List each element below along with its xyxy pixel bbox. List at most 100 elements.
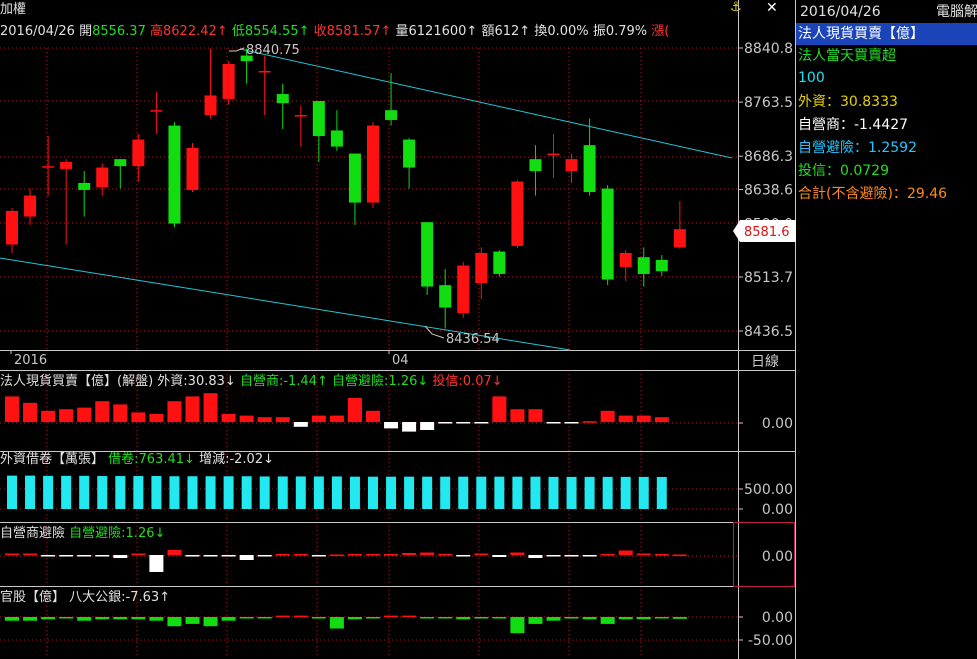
bar: [169, 476, 180, 509]
candle-body: [565, 159, 578, 172]
candle-body: [385, 110, 398, 120]
candle: [330, 110, 343, 151]
index-title: 加權: [0, 2, 27, 17]
daily-label[interactable]: 日線: [751, 354, 779, 370]
bar: [528, 555, 543, 558]
dealer-hedge-bars: [5, 550, 687, 572]
bar: [149, 414, 164, 422]
bar: [476, 476, 487, 509]
info-date: 2016/04/26: [800, 4, 881, 20]
info-trust: 投信：0.0729: [796, 160, 977, 182]
bar: [456, 422, 471, 424]
p2-title: 外資借卷【萬張】 借卷:763.41↓ 增減:-2.02↓: [0, 452, 274, 468]
up-arrow-icon: ↑: [298, 24, 310, 39]
bar: [384, 554, 399, 556]
panel-separators: [0, 0, 796, 659]
bar: [636, 553, 651, 555]
bar: [311, 555, 326, 557]
bar: [672, 617, 687, 619]
candle: [42, 136, 55, 196]
bar: [564, 422, 579, 424]
bar: [492, 396, 507, 422]
candle-body: [673, 229, 686, 248]
info-top-right[interactable]: 電腦解: [936, 4, 977, 20]
current-value: 8581.6: [744, 225, 790, 240]
bar: [149, 617, 164, 621]
candle-body: [439, 285, 452, 308]
p4-bank: 八大公銀:-7.63: [69, 590, 160, 605]
bar: [5, 617, 19, 621]
close-label: 收: [313, 24, 327, 39]
bar: [167, 550, 182, 555]
p4-name: 官股【億】: [0, 590, 66, 605]
candle: [240, 48, 253, 84]
p3-name: 自營商避險: [0, 526, 66, 541]
info-title[interactable]: 法人現貨買賣【億】: [796, 23, 977, 45]
bar: [528, 409, 543, 422]
candle: [655, 255, 668, 277]
bar: [95, 401, 110, 422]
bar: [384, 422, 399, 429]
candle-body: [6, 210, 18, 245]
bar: [295, 476, 306, 509]
bar: [259, 476, 270, 509]
amplitude-value: 0.79%: [605, 24, 648, 39]
bar: [438, 617, 453, 619]
candle-body: [457, 265, 470, 314]
bar: [386, 476, 397, 509]
p1-foreign: 外資:30.83: [157, 374, 225, 389]
p1-y-label: 0.00: [762, 416, 793, 432]
trend-line-lower: [0, 257, 571, 351]
trust-value: 0.0729: [840, 163, 889, 179]
p1-name: 法人現貨買賣【億】(解盤): [0, 374, 154, 389]
bar: [241, 476, 252, 509]
candle-body: [132, 139, 145, 167]
candle: [132, 133, 145, 182]
government-bars: [5, 615, 687, 634]
bar: [115, 476, 126, 509]
bar: [366, 554, 380, 556]
bar: [548, 476, 559, 509]
candle: [60, 159, 73, 245]
bar: [654, 554, 669, 556]
bar: [600, 617, 615, 624]
candle-body: [150, 110, 163, 112]
candle: [24, 188, 37, 225]
down-arrow-icon: ↓: [154, 526, 166, 541]
p4-y-label-50: -50.00: [748, 633, 793, 649]
info-panel: 2016/04/26 電腦解 法人現貨買賣【億】 法人當天買賣超 100 外資：…: [796, 0, 977, 659]
down-arrow-icon: ↓: [224, 374, 236, 389]
bar: [456, 555, 471, 557]
bar: [77, 555, 92, 557]
candle-body: [601, 188, 614, 280]
amount-value: 612: [494, 24, 520, 39]
bar: [494, 476, 505, 509]
bar: [203, 393, 218, 422]
p2-change: 增減:-2.02: [199, 452, 264, 467]
candle: [547, 133, 560, 179]
bar: [149, 555, 164, 572]
bar: [77, 617, 92, 621]
bar: [275, 417, 290, 422]
x-label-2016: 2016: [14, 353, 47, 368]
candle: [78, 171, 91, 217]
close-icon[interactable]: ✕: [766, 0, 778, 16]
bar: [456, 617, 471, 620]
turnover-label: 換: [534, 24, 548, 39]
dealer-value: -1.4427: [854, 117, 909, 133]
bar: [239, 617, 254, 619]
info-foreign: 外資：30.8333: [796, 91, 977, 113]
bar: [402, 615, 417, 618]
candle-body: [276, 94, 289, 104]
bar: [185, 617, 200, 624]
anchor-icon[interactable]: ⚓: [730, 0, 742, 15]
p2-loan: 借卷:763.41: [108, 452, 185, 467]
candle: [150, 91, 163, 134]
candle-body: [114, 159, 127, 167]
candle: [312, 101, 325, 162]
bar: [5, 553, 19, 555]
bar: [458, 476, 469, 509]
candle-body: [475, 252, 488, 284]
low-value: 8554.55: [244, 24, 299, 39]
low-annotation: 8436.54: [446, 332, 500, 347]
